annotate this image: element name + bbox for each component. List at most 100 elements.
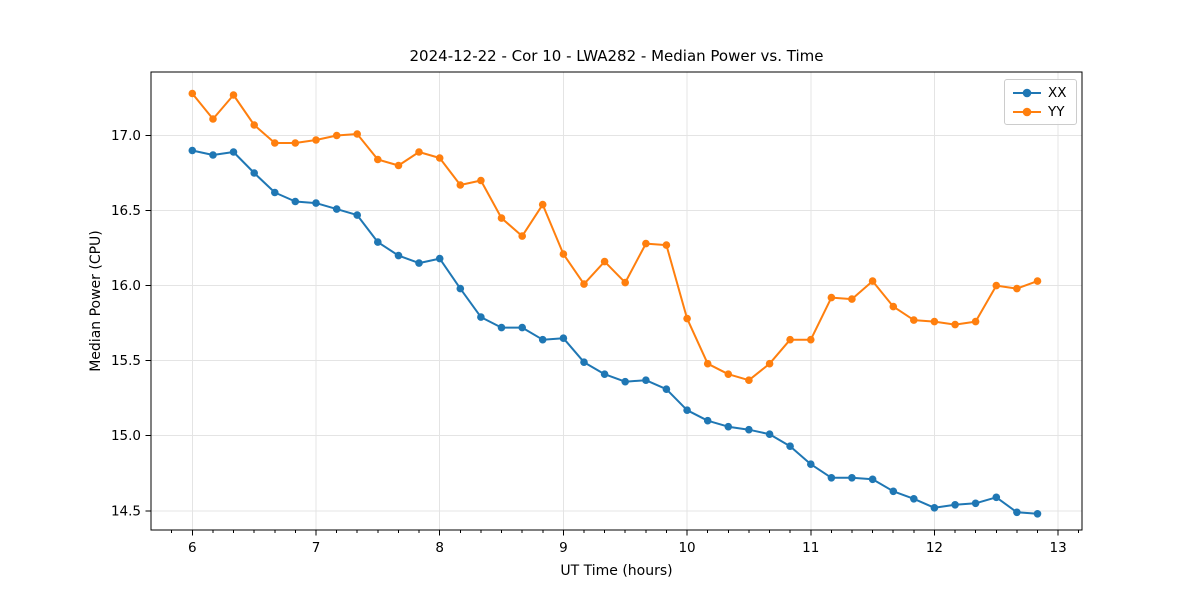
data-point-marker xyxy=(724,422,733,431)
x-tick-label: 6 xyxy=(188,540,197,556)
x-tick-label: 8 xyxy=(435,540,444,556)
data-point-marker xyxy=(374,155,382,164)
data-point-marker xyxy=(786,335,794,344)
data-point-marker xyxy=(827,293,836,302)
legend-marker-xx xyxy=(1013,88,1041,97)
x-axis-label: UT Time (hours) xyxy=(560,563,673,579)
data-point-marker xyxy=(971,317,980,326)
x-tick-label: 13 xyxy=(1050,540,1067,556)
chart-title: 2024-12-22 - Cor 10 - LWA282 - Median Po… xyxy=(409,47,824,65)
x-tick-label: 10 xyxy=(678,540,695,556)
data-point-marker xyxy=(930,317,939,326)
data-point-marker xyxy=(868,277,877,285)
data-point-marker xyxy=(250,121,258,129)
data-point-marker xyxy=(765,359,774,368)
data-point-marker xyxy=(703,359,712,368)
legend-entry-xx: XX xyxy=(1012,83,1067,102)
data-point-marker xyxy=(374,238,382,246)
data-point-marker xyxy=(910,495,918,503)
legend-label: XX xyxy=(1048,84,1067,101)
data-point-marker xyxy=(271,139,279,147)
data-point-marker xyxy=(807,335,815,344)
data-point-marker xyxy=(209,151,217,159)
data-point-marker xyxy=(807,460,815,469)
data-point-marker xyxy=(600,257,609,266)
data-point-marker xyxy=(724,370,733,379)
data-point-marker xyxy=(415,259,423,267)
data-point-marker xyxy=(642,376,650,385)
data-point-marker xyxy=(1033,277,1042,285)
y-tick-label: 15.0 xyxy=(111,428,141,444)
data-point-marker xyxy=(930,504,939,512)
data-point-marker xyxy=(188,146,197,155)
x-tick-label: 11 xyxy=(802,540,819,556)
data-point-marker xyxy=(353,211,362,219)
x-tick-label: 9 xyxy=(559,540,568,556)
data-point-marker xyxy=(745,425,753,434)
data-point-marker xyxy=(765,430,774,439)
data-point-marker xyxy=(497,214,506,222)
data-point-marker xyxy=(786,442,794,451)
data-point-marker xyxy=(332,131,341,140)
data-point-marker xyxy=(889,487,898,496)
data-point-marker xyxy=(456,181,465,189)
data-point-marker xyxy=(332,205,341,213)
legend: XX YY xyxy=(1004,79,1077,125)
data-point-marker xyxy=(951,320,959,329)
y-tick-label: 15.5 xyxy=(111,353,141,369)
data-point-marker xyxy=(353,130,362,138)
data-point-marker xyxy=(848,295,856,303)
data-point-marker xyxy=(868,475,877,484)
data-point-marker xyxy=(518,232,526,240)
data-point-marker xyxy=(910,316,918,324)
data-point-marker xyxy=(827,474,836,482)
data-point-marker xyxy=(621,278,629,287)
data-point-marker xyxy=(992,281,1001,290)
x-tick-label: 7 xyxy=(312,540,321,556)
data-point-marker xyxy=(394,251,403,260)
data-point-marker xyxy=(662,241,671,249)
plot-border xyxy=(150,71,1083,531)
data-point-marker xyxy=(889,302,898,311)
data-point-marker xyxy=(518,323,526,332)
data-point-marker xyxy=(394,161,403,170)
data-point-marker xyxy=(600,370,609,379)
data-point-marker xyxy=(229,148,238,156)
data-point-marker xyxy=(435,154,444,162)
x-tick-label: 12 xyxy=(926,540,943,556)
data-point-marker xyxy=(291,139,300,147)
legend-dot xyxy=(1022,107,1032,116)
legend-marker-yy xyxy=(1013,107,1041,116)
data-point-marker xyxy=(683,406,691,415)
data-point-marker xyxy=(1013,508,1021,517)
data-point-marker xyxy=(188,89,197,98)
legend-dot xyxy=(1022,88,1032,97)
data-point-marker xyxy=(477,313,485,321)
data-point-marker xyxy=(1013,284,1021,293)
data-point-marker xyxy=(312,136,320,144)
data-point-marker xyxy=(951,501,959,509)
data-point-marker xyxy=(250,169,258,177)
data-point-marker xyxy=(642,239,650,248)
data-point-marker xyxy=(435,254,444,263)
data-point-marker xyxy=(848,474,856,482)
series-line-YY xyxy=(191,92,1039,382)
data-point-marker xyxy=(538,335,547,344)
data-point-marker xyxy=(559,250,568,258)
series-XX xyxy=(188,146,1042,518)
y-tick-label: 17.0 xyxy=(111,128,141,144)
data-point-marker xyxy=(271,188,279,197)
y-tick-label: 14.5 xyxy=(111,503,141,519)
data-point-marker xyxy=(662,385,671,394)
data-point-marker xyxy=(497,323,506,332)
data-point-marker xyxy=(971,499,980,508)
data-point-marker xyxy=(992,493,1001,502)
data-point-marker xyxy=(415,148,423,156)
y-tick-label: 16.5 xyxy=(111,203,141,219)
data-point-marker xyxy=(1033,510,1042,518)
y-axis-label: Median Power (CPU) xyxy=(88,230,104,372)
data-point-marker xyxy=(229,91,238,99)
data-point-marker xyxy=(683,314,691,323)
